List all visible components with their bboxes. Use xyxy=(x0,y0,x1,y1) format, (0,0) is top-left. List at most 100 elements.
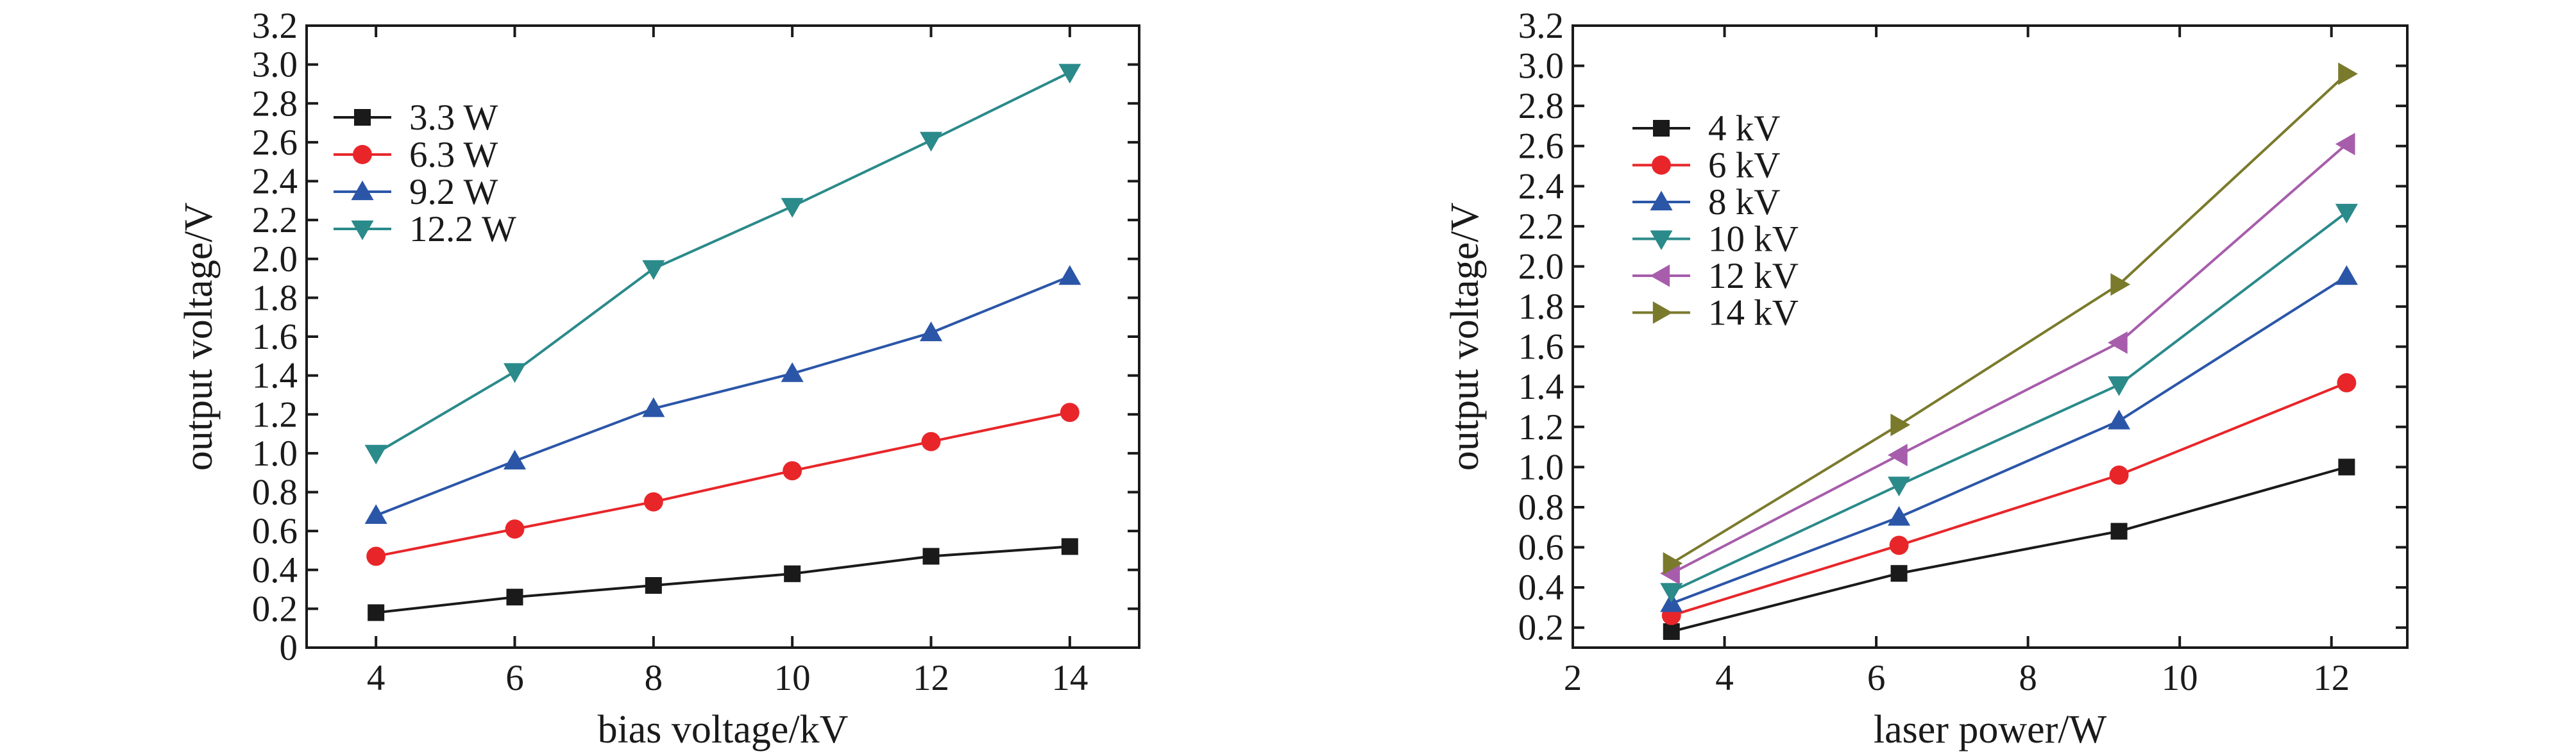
y-tick-label: 1.4 xyxy=(1518,367,1564,407)
series-9.2-w xyxy=(364,265,1081,525)
data-point xyxy=(2110,523,2128,540)
y-tick-label: 1.8 xyxy=(1518,287,1564,327)
x-tick-label: 6 xyxy=(505,658,524,698)
legend-marker xyxy=(1650,190,1673,211)
legend-marker xyxy=(351,180,374,201)
x-axis-title: bias voltage/kV xyxy=(598,708,849,752)
legend-marker xyxy=(1650,230,1673,251)
y-tick-label: 2.8 xyxy=(252,83,298,124)
data-point xyxy=(2338,458,2355,476)
series-8-kv xyxy=(1660,265,2358,612)
x-tick-label: 12 xyxy=(2313,658,2350,698)
data-point xyxy=(1890,414,1911,437)
y-tick-label: 2.2 xyxy=(252,200,298,240)
y-axis-title: output voltage/V xyxy=(177,203,221,471)
series-6-kv xyxy=(1661,373,2357,625)
legend-marker xyxy=(353,145,372,164)
data-point xyxy=(643,492,663,512)
data-point xyxy=(1061,538,1078,555)
legend-marker xyxy=(351,220,374,240)
data-point xyxy=(2335,265,2358,285)
data-point xyxy=(2108,331,2128,354)
y-axis-title: output voltage/V xyxy=(1443,203,1487,471)
data-point xyxy=(784,565,801,582)
legend-marker xyxy=(1652,301,1673,324)
data-point xyxy=(2337,373,2357,392)
data-point xyxy=(1888,506,1911,526)
x-tick-label: 2 xyxy=(1564,658,1582,698)
y-tick-label: 0.2 xyxy=(252,589,298,629)
series-line xyxy=(1670,143,2348,575)
data-point xyxy=(1663,623,1680,640)
data-point xyxy=(1660,583,1683,603)
y-tick-label: 0.4 xyxy=(1518,567,1564,608)
data-point xyxy=(2338,62,2358,85)
x-tick-label: 10 xyxy=(774,658,811,698)
y-tick-label: 2.2 xyxy=(1518,206,1564,247)
y-tick-label: 2.4 xyxy=(252,162,298,202)
y-tick-label: 1.8 xyxy=(252,278,298,318)
y-tick-label: 0.8 xyxy=(252,473,298,513)
data-point xyxy=(1889,535,1909,555)
y-tick-label: 0.4 xyxy=(252,550,298,591)
y-tick-label: 0.2 xyxy=(1518,608,1564,648)
x-tick-label: 8 xyxy=(2019,658,2037,698)
series-line xyxy=(375,545,1070,614)
data-point xyxy=(1890,565,1908,582)
y-tick-label: 2.8 xyxy=(1518,86,1564,126)
legend-label: 9.2 W xyxy=(409,172,498,212)
data-point xyxy=(642,397,665,417)
series-14-kv xyxy=(1663,62,2358,575)
y-tick-label: 0.6 xyxy=(252,511,298,551)
series-line xyxy=(1670,211,2348,593)
legend-label: 10 kV xyxy=(1708,219,1799,260)
series-line xyxy=(1671,466,2347,633)
y-tick-label: 3.2 xyxy=(1518,6,1564,46)
bias-voltage-chart: 4 6 8 10 12 14 00.20.40.60.81.01.21.41.61.82.0… xyxy=(177,6,1140,752)
legend-label: 3.3 W xyxy=(409,97,498,138)
y-tick-label: 1.6 xyxy=(1518,327,1564,367)
series-line xyxy=(375,411,1071,558)
y-tick-label: 1.4 xyxy=(252,356,298,396)
y-tick-label: 2.0 xyxy=(252,239,298,280)
series-line xyxy=(375,275,1071,517)
legend-label: 6.3 W xyxy=(409,135,498,175)
series-12.2-w xyxy=(364,63,1081,465)
y-tick-label: 3.0 xyxy=(252,45,298,85)
series-line xyxy=(1671,275,2348,605)
x-tick-label: 6 xyxy=(1867,658,1886,698)
y-tick-label: 2.6 xyxy=(252,122,298,163)
legend-marker xyxy=(354,109,371,126)
data-point xyxy=(364,444,387,465)
x-tick-label: 14 xyxy=(1051,658,1088,698)
data-point xyxy=(368,604,385,621)
y-tick-label: 2.0 xyxy=(1518,246,1564,287)
data-point xyxy=(2109,465,2129,485)
y-tick-label: 2.4 xyxy=(1518,166,1564,206)
legend-label: 8 kV xyxy=(1708,182,1780,223)
x-tick-label: 8 xyxy=(645,658,663,698)
x-tick-label: 4 xyxy=(1715,658,1734,698)
legend-label: 12.2 W xyxy=(409,209,516,249)
plot-frame xyxy=(1572,24,2409,649)
series-10-kv xyxy=(1660,203,2358,603)
y-tick-label: 1.6 xyxy=(252,317,298,357)
data-point xyxy=(2108,409,2131,430)
data-point xyxy=(506,589,523,606)
y-tick-label: 1.0 xyxy=(252,433,298,474)
series-4-kv xyxy=(1663,458,2355,640)
y-tick-label: 0.8 xyxy=(1518,487,1564,528)
legend-label: 6 kV xyxy=(1708,146,1780,186)
series-line xyxy=(1670,72,2348,565)
data-point xyxy=(2108,376,2131,396)
y-tick-label: 0 xyxy=(280,628,298,668)
y-tick-label: 1.2 xyxy=(252,394,298,435)
data-point xyxy=(503,363,527,383)
data-point xyxy=(503,449,527,470)
data-point xyxy=(2335,133,2355,156)
data-point xyxy=(919,131,943,152)
data-point xyxy=(1888,476,1911,497)
laser-power-chart: 2 4 6 8 10 120.20.40.60.81.01.21.41.61.82.02.… xyxy=(1443,6,2409,752)
data-point xyxy=(645,577,662,594)
